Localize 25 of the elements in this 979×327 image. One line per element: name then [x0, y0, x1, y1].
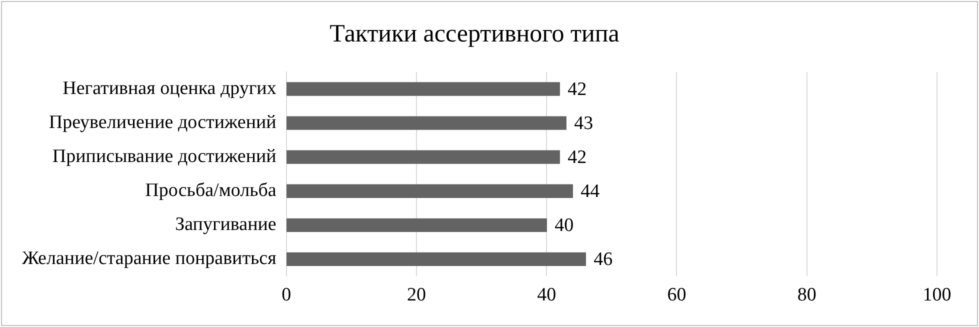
- x-tick-label: 60: [667, 284, 686, 306]
- bar: [286, 218, 547, 232]
- bar: [286, 150, 560, 164]
- y-tick-label: Негативная оценка других: [62, 78, 277, 99]
- data-label: 42: [568, 147, 587, 168]
- data-label: 40: [554, 215, 574, 236]
- data-label: 46: [594, 249, 613, 270]
- y-tick-label: Желание/старание понравиться: [22, 248, 277, 270]
- bar: [286, 82, 560, 96]
- x-tick-label: 100: [922, 284, 952, 306]
- bar: [286, 252, 586, 266]
- data-label: 42: [568, 79, 587, 100]
- y-tick-label: Преувеличение достижений: [48, 112, 276, 134]
- x-tick-label: 80: [797, 284, 816, 306]
- x-tick-label: 40: [537, 284, 556, 306]
- x-tick-label: 0: [282, 284, 292, 306]
- bar: [286, 184, 573, 198]
- bar: [286, 116, 566, 130]
- data-label: 44: [580, 181, 600, 202]
- y-tick-label: Просьба/мольба: [145, 180, 277, 202]
- x-tick-label: 20: [406, 284, 426, 306]
- chart-title: Тактики ассертивного типа: [330, 20, 620, 48]
- data-label: 43: [574, 113, 594, 134]
- y-tick-label: Запугивание: [175, 214, 276, 236]
- y-tick-label: Приписывание достижений: [52, 146, 276, 168]
